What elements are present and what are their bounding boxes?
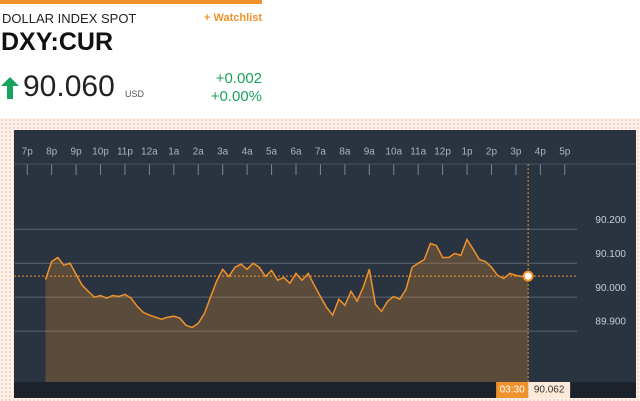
change-percent: +0.00% (210, 88, 262, 105)
x-tick-label: 12a (141, 147, 158, 158)
area-fill (45, 239, 529, 382)
x-tick-label: 8p (46, 147, 58, 158)
index-name: DOLLAR INDEX SPOT (2, 11, 137, 26)
watchlist-button[interactable]: + Watchlist (204, 12, 262, 24)
x-tick-label: 8a (339, 147, 351, 158)
x-tick-label: 11p (117, 147, 133, 158)
y-tick-label: 90.000 (595, 283, 626, 294)
bottom-strip (14, 382, 636, 398)
x-tick-label: 2a (193, 147, 205, 158)
x-tick-label: 7a (315, 147, 327, 158)
x-tick-label: 3a (217, 147, 229, 158)
up-arrow (1, 77, 19, 99)
change: +0.002 (215, 70, 262, 87)
x-tick-label: 2p (486, 147, 498, 158)
x-tick-label: 4p (535, 147, 547, 158)
currency: USD (125, 89, 145, 99)
x-tick-label: 1p (461, 147, 473, 158)
value-label: 90.062 (534, 385, 565, 396)
value-label-box (528, 382, 571, 398)
price: 90.060 (23, 70, 115, 103)
panel (14, 130, 636, 398)
y-tick-label: 90.100 (595, 249, 626, 260)
x-tick-label: 4a (242, 147, 254, 158)
y-tick-label: 90.200 (595, 215, 626, 226)
time-label: 03:30 (500, 385, 525, 396)
x-tick-label: 7p (22, 147, 34, 158)
x-tick-label: 5p (559, 147, 571, 158)
y-tick-label: 89.900 (595, 317, 626, 328)
chart: 7p 8p 9p 10p 11p 12a 1a 2a 3a 4a 5a 6a 7a 8a 9a 10a 11a 1… (0, 118, 640, 401)
x-tick-label: 9p (71, 147, 83, 158)
time-label-box (496, 382, 529, 398)
x-tick-label: 5a (266, 147, 278, 158)
ticker: DXY:CUR (1, 28, 114, 56)
price-line (44, 237, 529, 329)
x-tick-label: 10a (385, 147, 402, 158)
x-tick-label: 12p (434, 147, 451, 158)
top-bar (0, 0, 262, 4)
last-point (522, 270, 534, 282)
x-tick-label: 1a (168, 147, 180, 158)
x-tick-label: 11a (410, 147, 426, 158)
x-tick-label: 3p (510, 147, 522, 158)
x-tick-label: 10p (92, 147, 109, 158)
x-tick-label: 6a (290, 147, 302, 158)
x-tick-label: 9a (364, 147, 376, 158)
